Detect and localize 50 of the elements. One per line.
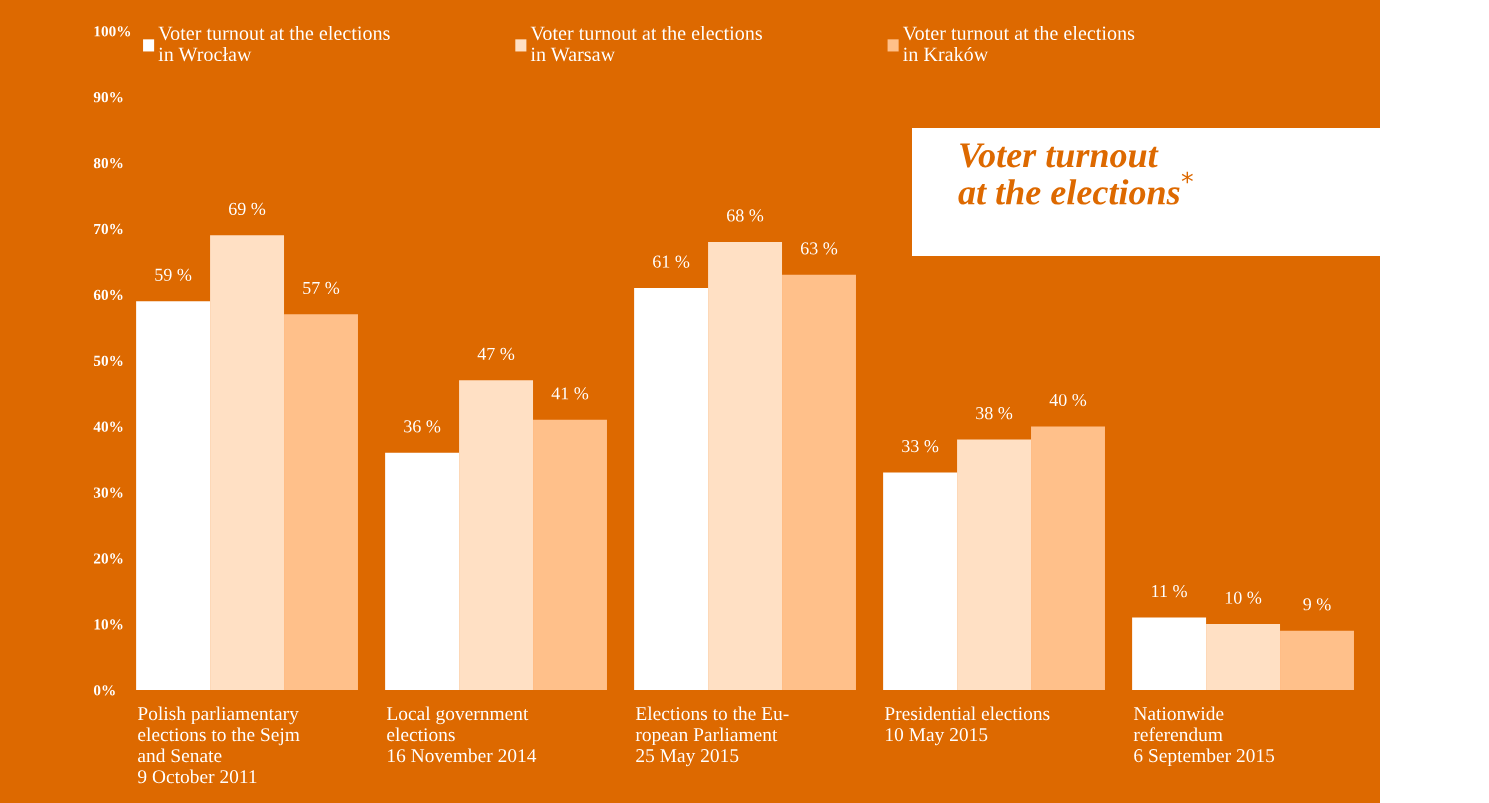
bar	[136, 301, 211, 690]
bar	[1031, 426, 1105, 690]
x-tick-label: Nationwide referendum 6 September 2015	[1133, 706, 1275, 767]
bar	[284, 314, 358, 690]
y-tick-label: 50%	[93, 355, 123, 366]
data-label: 36 %	[404, 420, 441, 433]
bar	[210, 235, 285, 690]
y-tick-label: 20%	[93, 553, 123, 564]
data-label: 61 %	[653, 255, 690, 268]
bar	[634, 288, 709, 690]
bar	[782, 274, 856, 690]
bar	[459, 380, 534, 690]
y-tick-label: 40%	[93, 421, 123, 432]
bar	[385, 452, 460, 690]
data-label: 10 %	[1225, 591, 1262, 604]
y-tick-label: 0%	[93, 685, 115, 696]
y-tick-label: 100%	[94, 26, 131, 37]
bar	[533, 419, 607, 690]
data-label: 69 %	[229, 202, 266, 216]
text: Voter turnout at the elections$^{*}$	[958, 143, 1193, 205]
data-label: 57 %	[303, 281, 340, 295]
data-label: 40 %	[1049, 393, 1087, 407]
x-tick-label: Presidential elections 10 May 2015	[884, 706, 1050, 746]
data-label: 47 %	[477, 347, 515, 360]
data-label: 59 %	[155, 268, 192, 281]
data-label: 38 %	[976, 407, 1013, 420]
x-tick-label: Polish parliamentary elections to the Sejm and Senate 9 October 2011	[137, 706, 300, 784]
legend-label: Voter turnout at the elections in Wrocław	[158, 25, 390, 62]
legend-label: Voter turnout at the elections in Kraków	[902, 25, 1135, 62]
data-label: 33 %	[902, 440, 939, 453]
bar	[957, 439, 1032, 690]
bar	[1132, 617, 1207, 690]
bar	[1280, 630, 1354, 690]
y-tick-label: 70%	[94, 223, 123, 235]
data-label: 63 %	[800, 242, 838, 255]
data-label: 68 %	[727, 209, 764, 222]
y-tick-label: 60%	[93, 289, 123, 301]
y-tick-label: 10%	[94, 619, 123, 630]
bar	[708, 241, 783, 690]
x-tick-label: Local government elections 16 November 2014	[386, 706, 537, 763]
bar	[883, 472, 958, 690]
y-tick-label: 30%	[93, 487, 123, 498]
x-tick-label: Elections to the Eu- ropean Parliament 25 May 2015	[635, 706, 789, 767]
legend-label: Voter turnout at the elections in Warsaw	[530, 25, 762, 62]
data-label: 9 %	[1303, 598, 1331, 611]
bar	[1206, 624, 1281, 690]
y-tick-label: 90%	[93, 92, 123, 103]
y-tick-label: 80%	[93, 157, 123, 169]
data-label: 41 %	[551, 387, 589, 400]
data-label: 11 %	[1152, 584, 1187, 598]
